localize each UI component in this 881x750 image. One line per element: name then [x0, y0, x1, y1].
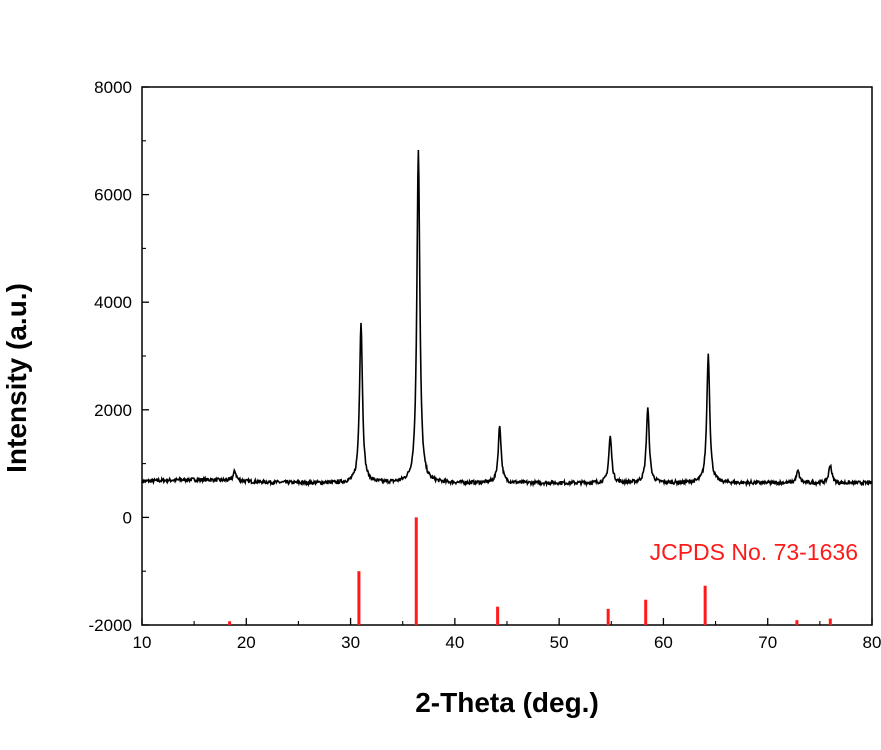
reference-label: JCPDS No. 73-1636: [650, 539, 858, 565]
y-tick-label: -2000: [89, 616, 132, 635]
x-tick-label: 10: [133, 633, 152, 652]
y-tick-label: 2000: [94, 401, 132, 420]
x-tick-label: 30: [341, 633, 360, 652]
x-tick-label: 50: [550, 633, 569, 652]
y-tick-label: 8000: [94, 78, 132, 97]
y-tick-label: 4000: [94, 293, 132, 312]
x-tick-label: 20: [237, 633, 256, 652]
y-tick-label: 6000: [94, 186, 132, 205]
x-axis-title: 2-Theta (deg.): [415, 687, 599, 718]
y-tick-label: 0: [123, 508, 132, 527]
x-tick-label: 60: [654, 633, 673, 652]
x-tick-label: 40: [445, 633, 464, 652]
xrd-pattern-line: [141, 149, 873, 488]
axis-ticks: 10 20 30 40 50 60 70 80 -2000 0 2000 4000 6000 8000: [89, 78, 881, 652]
series-layer: [141, 149, 873, 625]
x-tick-label: 80: [863, 633, 881, 652]
y-axis-title: Intensity (a.u.): [1, 283, 32, 473]
x-tick-label: 70: [758, 633, 777, 652]
